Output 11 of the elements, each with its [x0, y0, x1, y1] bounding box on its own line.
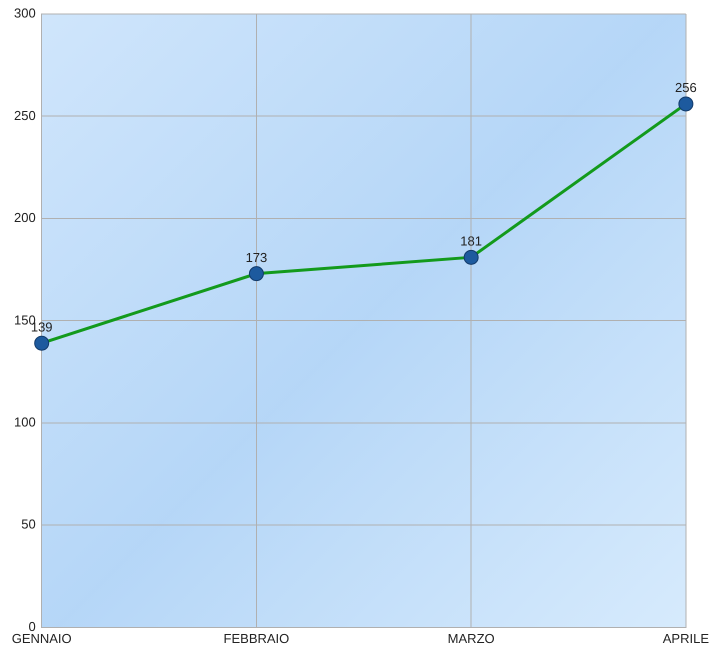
y-tick-label: 100 — [14, 414, 36, 430]
y-tick-label: 50 — [21, 516, 36, 532]
y-tick-label: 300 — [14, 6, 36, 21]
data-label: 181 — [460, 233, 482, 248]
x-tick-label: FEBBRAIO — [224, 630, 290, 646]
y-tick-label: 200 — [14, 210, 36, 226]
data-label: 173 — [246, 250, 268, 265]
y-tick-label: 250 — [14, 108, 36, 123]
x-tick-label: APRILE — [662, 630, 710, 646]
data-label: 256 — [675, 80, 697, 96]
x-tick-label: MARZO — [448, 630, 495, 646]
